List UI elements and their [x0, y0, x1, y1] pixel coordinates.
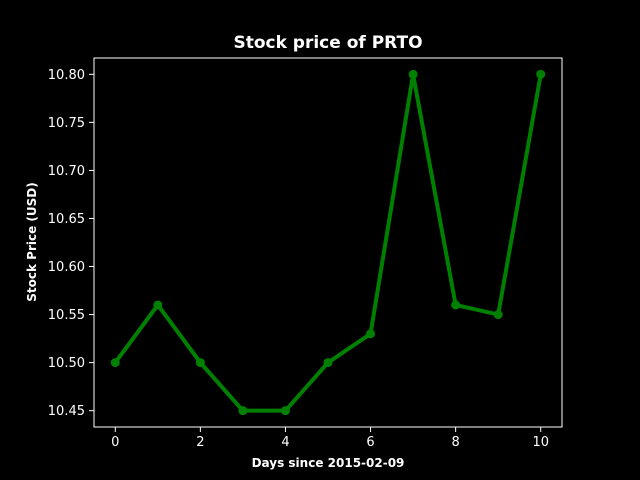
y-tick-label: 10.60 — [48, 260, 85, 275]
plot-area-frame — [93, 57, 563, 428]
data-point — [323, 358, 333, 368]
y-axis-label: Stock Price (USD) — [25, 182, 39, 301]
x-axis: 0 2 4 6 8 10 — [111, 427, 549, 450]
data-point — [238, 406, 248, 416]
data-point — [195, 358, 205, 368]
data-point — [153, 300, 163, 310]
x-tick-label: 0 — [111, 435, 119, 450]
y-axis: 10.45 10.50 10.55 10.60 10.65 10.70 10.75 10.80 — [48, 68, 94, 419]
y-tick-label: 10.50 — [48, 356, 85, 371]
y-tick-label: 10.80 — [48, 68, 85, 83]
y-tick-label: 10.75 — [48, 116, 85, 131]
x-axis-label: Days since 2015-02-09 — [252, 456, 405, 470]
x-tick-label: 4 — [281, 435, 289, 450]
y-tick-label: 10.65 — [48, 212, 85, 227]
x-tick-label: 2 — [196, 435, 204, 450]
data-point — [110, 358, 120, 368]
data-point — [536, 69, 546, 79]
x-tick-label: 6 — [366, 435, 374, 450]
x-tick-label: 8 — [451, 435, 459, 450]
data-point — [408, 69, 418, 79]
series-layer — [110, 69, 546, 416]
y-tick-label: 10.45 — [48, 404, 85, 419]
chart-title: Stock price of PRTO — [233, 33, 422, 53]
data-point — [451, 300, 461, 310]
y-tick-label: 10.70 — [48, 164, 85, 179]
data-point — [280, 406, 290, 416]
data-point — [366, 329, 376, 339]
data-point — [493, 310, 503, 320]
x-tick-label: 10 — [532, 435, 549, 450]
y-tick-label: 10.55 — [48, 308, 85, 323]
